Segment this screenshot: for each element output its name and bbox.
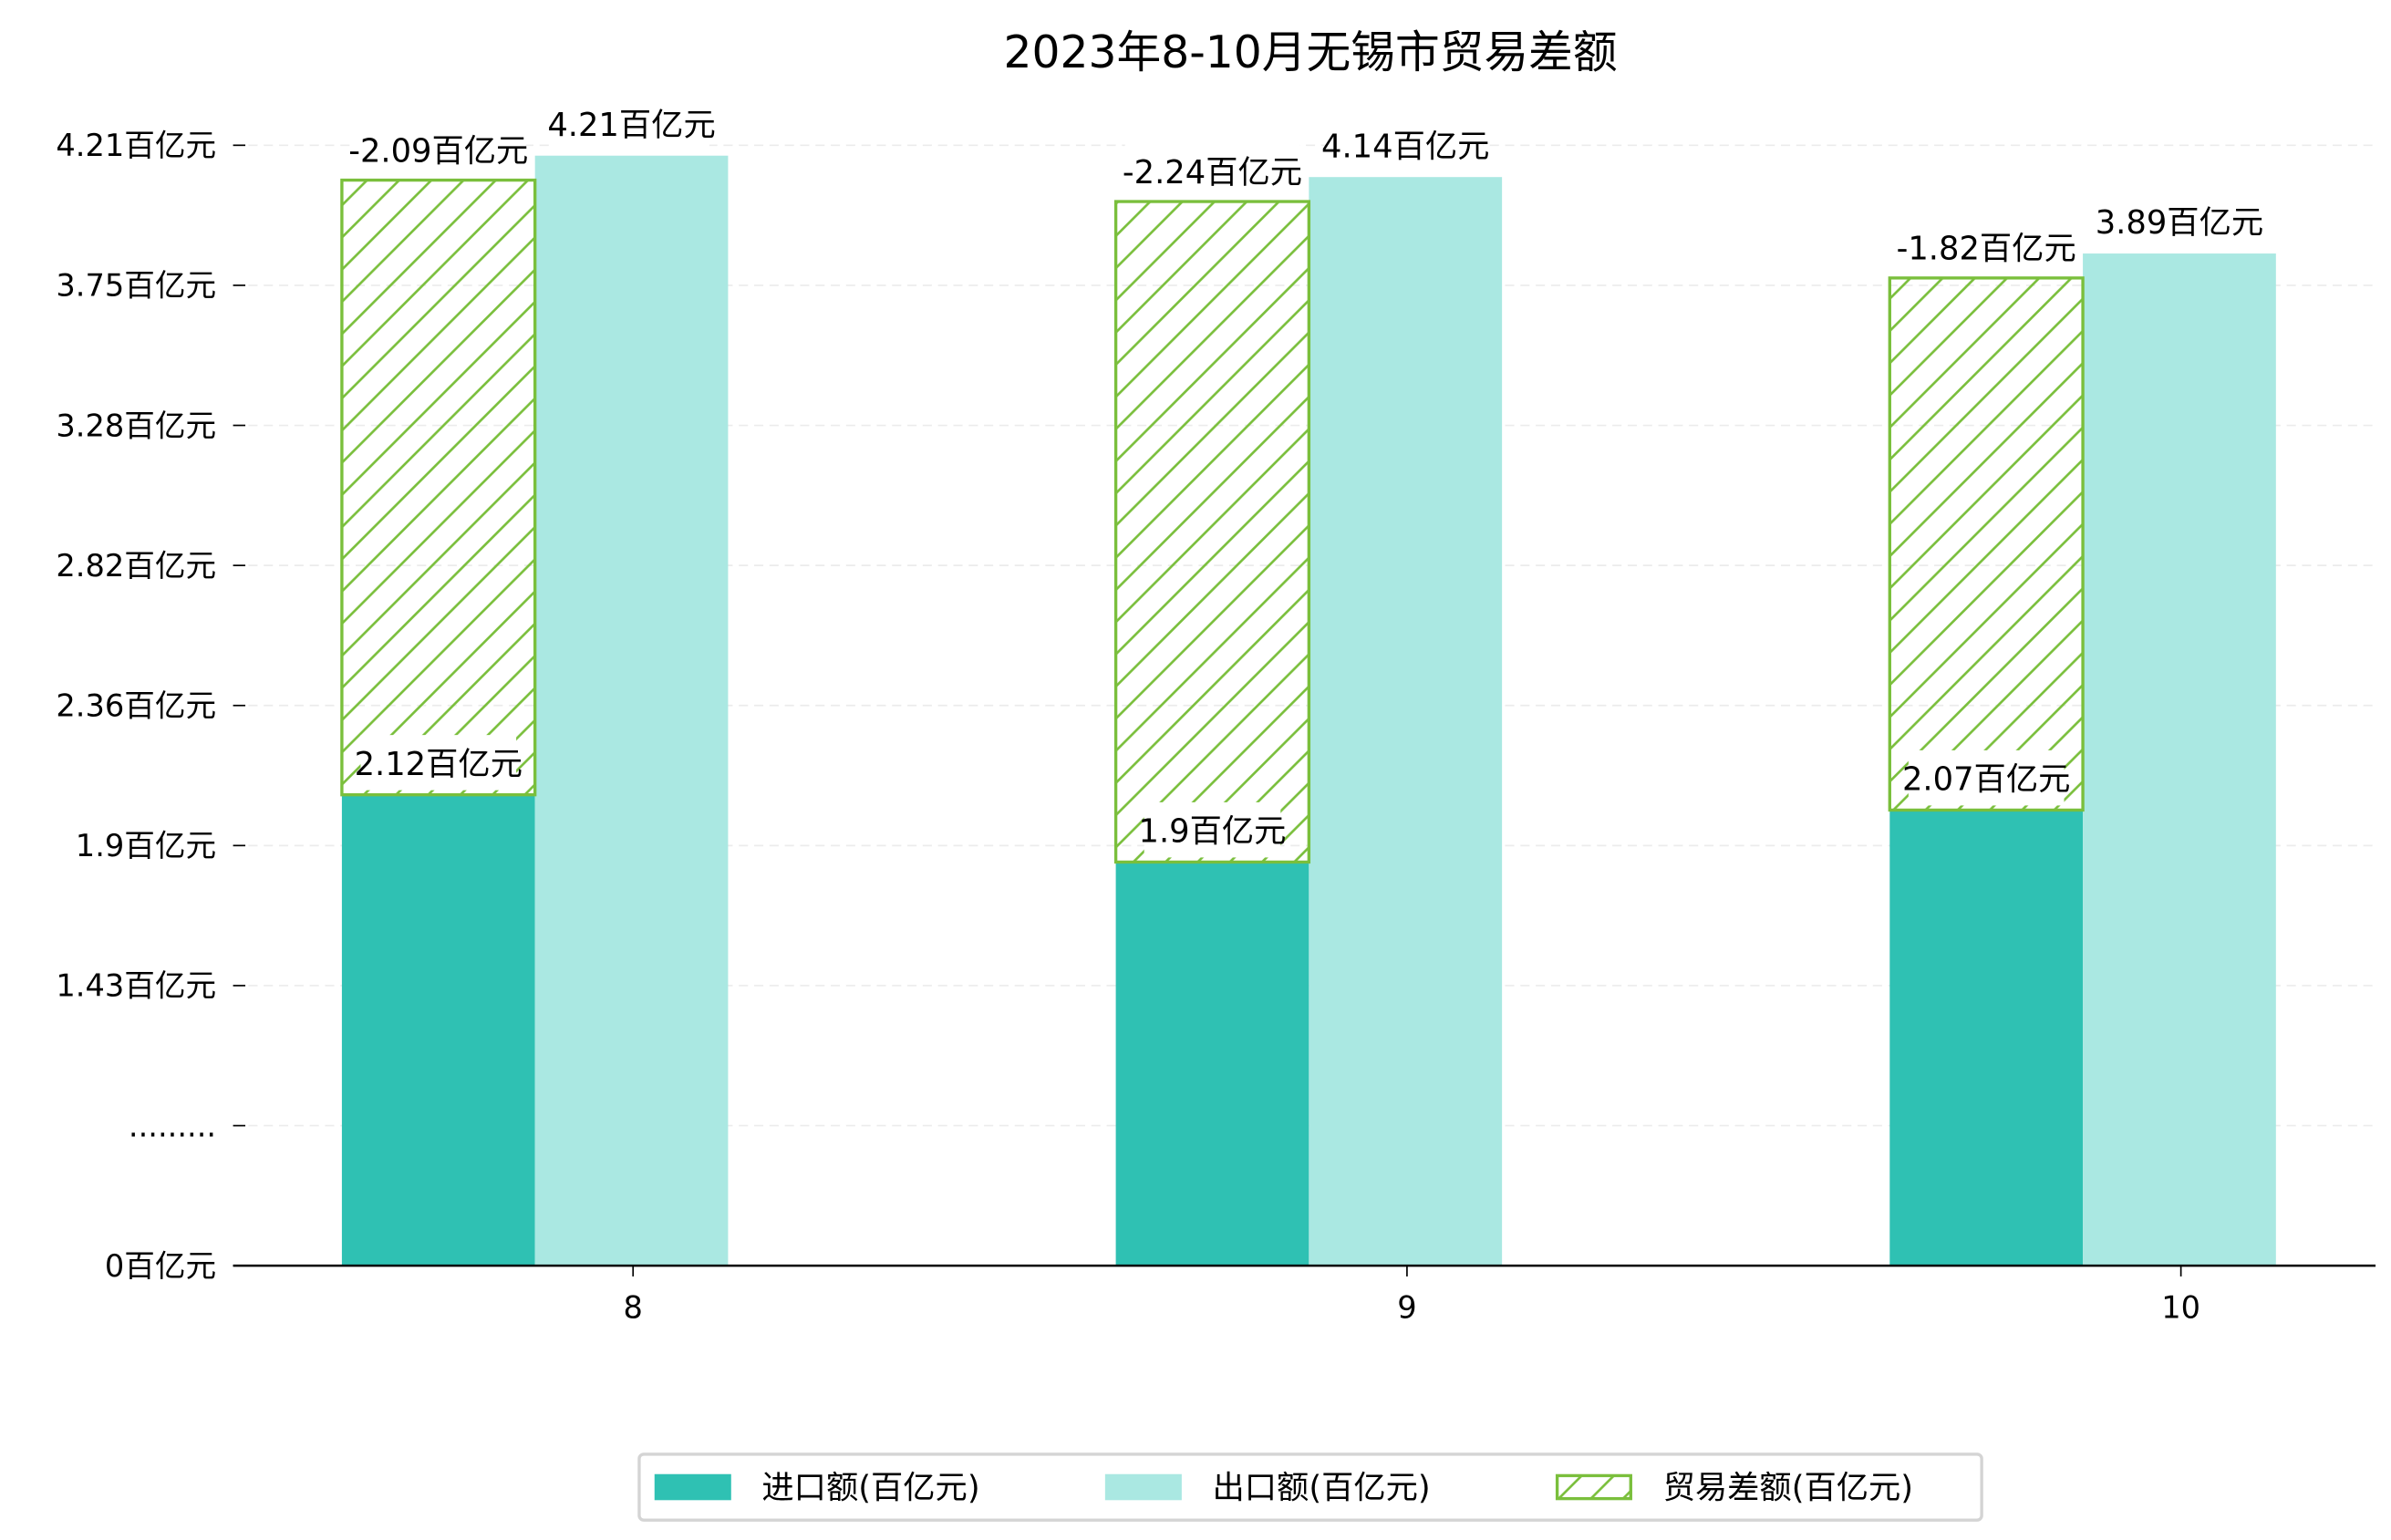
trade-balance-bar bbox=[1888, 276, 2085, 812]
legend-swatch bbox=[1555, 1473, 1632, 1501]
import-bar bbox=[1115, 862, 1309, 1266]
trade-balance-value-label: -1.82百亿元 bbox=[1897, 231, 2076, 268]
legend-label: 进口额(百亿元) bbox=[761, 1470, 979, 1507]
legend-label: 出口额(百亿元) bbox=[1212, 1470, 1430, 1507]
y-tick-label: 2.36百亿元 bbox=[56, 688, 216, 724]
x-tick-label: 9 bbox=[1397, 1289, 1416, 1325]
trade-balance-value-label-bg bbox=[1899, 220, 2074, 275]
legend-swatch bbox=[654, 1473, 731, 1501]
import-bar bbox=[341, 794, 535, 1266]
trade-balance-value-label-bg bbox=[350, 121, 526, 178]
export-value-label: 3.89百亿元 bbox=[2096, 204, 2263, 242]
y-tick-label: 2.82百亿元 bbox=[56, 548, 216, 584]
export-bar bbox=[1309, 177, 1503, 1266]
export-value-label-bg bbox=[2101, 193, 2258, 250]
import-bar bbox=[1889, 810, 2084, 1266]
import-value-label-bg bbox=[1144, 801, 1281, 858]
y-tick-label: 3.28百亿元 bbox=[56, 408, 216, 443]
import-value-label: 1.9百亿元 bbox=[1139, 813, 1287, 851]
export-value-label: 4.14百亿元 bbox=[1321, 128, 1489, 165]
trade-balance-value-label-bg bbox=[1124, 143, 1300, 199]
import-value-label-bg bbox=[1908, 749, 2065, 806]
legend-label: 贸易差额(百亿元) bbox=[1663, 1470, 1914, 1507]
y-tick-label: 4.21百亿元 bbox=[56, 128, 216, 163]
trade-balance-bar bbox=[340, 178, 537, 797]
y-tick-label: 3.75百亿元 bbox=[56, 268, 216, 304]
export-bar bbox=[2083, 253, 2276, 1266]
x-tick-label: 8 bbox=[624, 1289, 643, 1325]
chart-title: 2023年8-10月无锡市贸易差额 bbox=[1004, 27, 1618, 78]
y-tick-label: 0百亿元 bbox=[105, 1248, 216, 1284]
y-tick-label: ......... bbox=[129, 1108, 216, 1143]
export-bar bbox=[534, 155, 729, 1266]
import-value-label: 2.07百亿元 bbox=[1902, 761, 2070, 799]
trade-balance-value-label: -2.24百亿元 bbox=[1123, 154, 1302, 191]
export-value-label: 4.21百亿元 bbox=[547, 107, 715, 144]
import-value-label: 2.12百亿元 bbox=[355, 746, 523, 783]
y-tick-label: 1.43百亿元 bbox=[56, 968, 216, 1004]
trade-balance-bar bbox=[1113, 200, 1311, 864]
trade-balance-value-label: -2.09百亿元 bbox=[348, 132, 528, 170]
legend-swatch bbox=[1104, 1473, 1182, 1501]
legend: 进口额(百亿元) 出口额(百亿元) 贸易差额(百亿元) bbox=[637, 1452, 1983, 1522]
y-tick-label: 1.9百亿元 bbox=[76, 828, 216, 863]
x-tick-label: 10 bbox=[2161, 1289, 2200, 1325]
export-value-label-bg bbox=[1327, 117, 1484, 173]
export-value-label-bg bbox=[554, 96, 709, 151]
import-value-label-bg bbox=[360, 735, 517, 791]
